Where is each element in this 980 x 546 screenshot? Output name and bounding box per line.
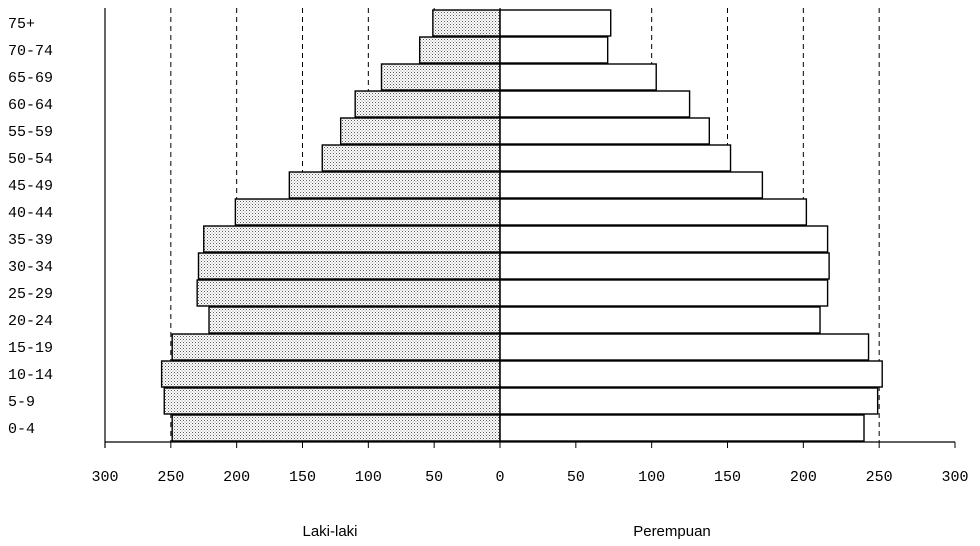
x-tick-label: 250	[157, 469, 184, 486]
female-bar	[499, 225, 829, 253]
age-group-label: 60-64	[8, 97, 53, 114]
female-bar	[499, 306, 821, 334]
x-tick-label: 100	[638, 469, 665, 486]
male-bar	[288, 171, 501, 199]
male-bar	[160, 360, 501, 388]
x-tick-label: 250	[866, 469, 893, 486]
x-tick-label: 200	[790, 469, 817, 486]
female-axis-label: Perempuan	[633, 523, 711, 540]
x-tick-label: 0	[495, 469, 504, 486]
female-bar	[499, 63, 657, 91]
female-bar	[499, 333, 870, 361]
male-bar	[418, 36, 501, 64]
male-bar	[380, 63, 501, 91]
age-group-label: 65-69	[8, 70, 53, 87]
age-group-label: 5-9	[8, 394, 35, 411]
male-bar	[234, 198, 501, 226]
x-tick-label: 100	[355, 469, 382, 486]
x-tick-label: 300	[91, 469, 118, 486]
female-bar	[499, 9, 612, 37]
female-bar	[499, 414, 865, 442]
age-group-label: 50-54	[8, 151, 53, 168]
age-group-label: 75+	[8, 16, 35, 33]
age-group-label: 40-44	[8, 205, 53, 222]
male-bar	[197, 252, 501, 280]
age-group-label: 20-24	[8, 313, 53, 330]
x-tick-label: 150	[714, 469, 741, 486]
age-group-label: 35-39	[8, 232, 53, 249]
x-tick-label: 300	[941, 469, 968, 486]
male-bar	[208, 306, 501, 334]
female-bar	[499, 279, 829, 307]
x-tick-label: 50	[425, 469, 443, 486]
female-bar	[499, 360, 883, 388]
age-group-labels: 0-4 5-9 10-14 15-19 20-24 25-29 30-34 35-39 40-4…	[8, 16, 53, 438]
male-axis-label: Laki-laki	[302, 523, 357, 540]
age-group-label: 45-49	[8, 178, 53, 195]
female-bar	[499, 117, 711, 145]
male-bar	[163, 387, 501, 415]
male-bar	[203, 225, 501, 253]
male-bar	[171, 414, 501, 442]
male-bar	[171, 333, 501, 361]
female-bar	[499, 387, 879, 415]
axes	[104, 8, 956, 448]
age-group-label: 10-14	[8, 367, 53, 384]
bars	[160, 9, 883, 442]
female-bar	[499, 252, 830, 280]
x-tick-label: 50	[567, 469, 585, 486]
male-bar	[196, 279, 501, 307]
age-group-label: 25-29	[8, 286, 53, 303]
male-bar	[432, 9, 501, 37]
female-bar	[499, 198, 808, 226]
female-bar	[499, 144, 732, 172]
male-bar	[354, 90, 501, 118]
age-group-label: 70-74	[8, 43, 53, 60]
age-group-label: 55-59	[8, 124, 53, 141]
male-bar	[339, 117, 501, 145]
age-group-label: 30-34	[8, 259, 53, 276]
male-bar	[321, 144, 501, 172]
x-tick-label: 200	[223, 469, 250, 486]
age-group-label: 0-4	[8, 421, 35, 438]
female-bar	[499, 171, 764, 199]
female-bar	[499, 90, 691, 118]
female-bar	[499, 36, 609, 64]
x-tick-labels: 300 250 200 150 100 50 0 50 100 150 200 250 300	[91, 469, 968, 486]
x-tick-label: 150	[289, 469, 316, 486]
age-group-label: 15-19	[8, 340, 53, 357]
